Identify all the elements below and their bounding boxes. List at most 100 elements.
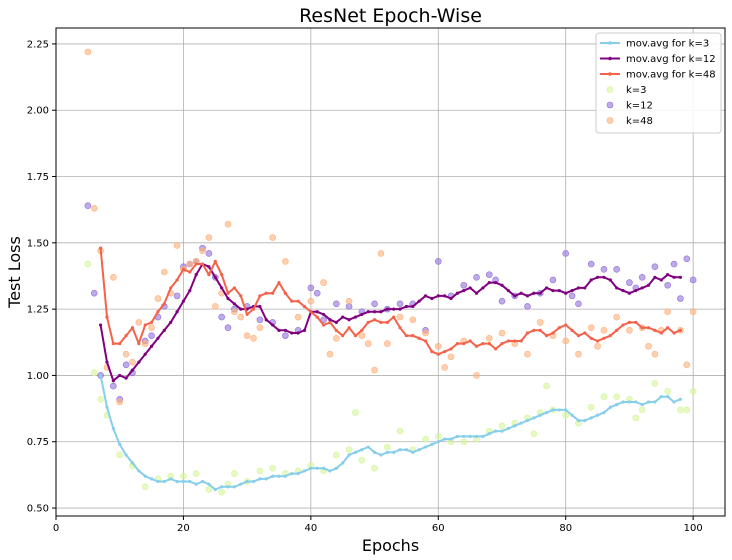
line-layer xyxy=(99,246,683,492)
line-point xyxy=(404,448,409,452)
line-point xyxy=(462,288,466,293)
line-point xyxy=(220,485,224,489)
scatter-point xyxy=(638,274,646,281)
y-tick-label: 1.00 xyxy=(27,371,49,382)
scatter-point xyxy=(192,470,200,477)
line-point xyxy=(564,408,568,412)
line-point xyxy=(385,320,389,324)
scatter-point xyxy=(409,316,417,324)
y-tick-label: 0.75 xyxy=(27,437,49,448)
line-point xyxy=(302,304,307,309)
line-point xyxy=(678,275,683,279)
line-point xyxy=(156,336,160,340)
y-tick-label: 1.25 xyxy=(27,305,49,316)
scatter-point xyxy=(205,250,213,257)
legend-label: mov.avg for k=48 xyxy=(626,70,716,81)
line-point xyxy=(455,434,459,439)
line-point xyxy=(220,286,224,290)
line-point xyxy=(506,426,510,431)
line-point xyxy=(500,283,504,287)
line-point xyxy=(411,304,415,309)
line-point xyxy=(239,482,243,486)
scatter-point xyxy=(224,220,232,228)
scatter-point xyxy=(307,284,315,292)
line-point xyxy=(137,360,141,364)
line-point xyxy=(436,352,440,356)
line-point xyxy=(99,373,103,378)
line-point xyxy=(194,273,198,277)
line-point xyxy=(583,418,587,423)
scatter-point xyxy=(396,427,404,435)
line-point xyxy=(347,318,351,322)
line-point xyxy=(589,278,593,282)
scatter-point xyxy=(110,382,117,390)
scatter-point xyxy=(626,279,633,286)
line-point xyxy=(245,312,249,317)
scatter-point xyxy=(677,295,684,302)
scatter-point xyxy=(447,353,455,361)
line-point xyxy=(545,334,549,338)
scatter-point xyxy=(116,398,124,406)
line-point xyxy=(271,291,275,295)
line-point xyxy=(296,331,300,335)
scatter-point xyxy=(422,435,429,443)
scatter-point xyxy=(345,446,353,453)
x-tick-label: 0 xyxy=(53,523,59,534)
legend-label: k=3 xyxy=(626,85,647,96)
scatter-point xyxy=(549,276,557,284)
line-point xyxy=(105,315,109,319)
line-point xyxy=(449,437,453,441)
line-point xyxy=(653,275,657,279)
line-point xyxy=(264,291,268,295)
line-point xyxy=(646,326,651,330)
scatter-point xyxy=(326,350,334,358)
scatter-point xyxy=(218,488,225,496)
line-point xyxy=(322,312,326,317)
y-axis-title: Test Loss xyxy=(5,236,24,309)
line-point xyxy=(417,336,421,340)
scatter-point xyxy=(141,340,149,347)
scatter-point xyxy=(524,303,531,310)
line-point xyxy=(468,286,472,290)
line-point xyxy=(245,479,249,484)
line-point xyxy=(360,448,364,452)
scatter-point xyxy=(282,258,289,265)
line-point xyxy=(500,342,504,346)
line-point xyxy=(455,291,459,295)
line-point xyxy=(283,291,287,295)
line-point xyxy=(423,339,428,343)
line-point xyxy=(188,270,192,274)
line-point xyxy=(347,326,351,330)
scatter-point xyxy=(352,409,359,416)
line-point xyxy=(462,342,466,346)
line-point xyxy=(634,400,638,404)
scatter-layer xyxy=(84,48,697,496)
line-point xyxy=(564,323,568,327)
scatter-point xyxy=(524,350,531,358)
scatter-point xyxy=(396,313,404,321)
line-point xyxy=(481,434,485,439)
line-point xyxy=(353,450,358,454)
line-point xyxy=(143,352,147,356)
line-point xyxy=(570,328,574,332)
line-point xyxy=(207,482,211,486)
scatter-series-k-3 xyxy=(84,260,697,496)
line-point xyxy=(232,286,236,290)
scatter-point xyxy=(333,335,340,342)
scatter-point xyxy=(148,332,155,339)
line-point xyxy=(672,275,676,279)
scatter-point xyxy=(434,433,442,440)
y-tick-label: 0.50 xyxy=(27,504,49,515)
line-point xyxy=(538,291,542,295)
line-point xyxy=(175,278,179,282)
scatter-point xyxy=(460,438,468,446)
line-point xyxy=(379,320,383,324)
line-point xyxy=(130,461,135,465)
line-point xyxy=(602,410,606,415)
scatter-point xyxy=(632,414,640,422)
line-point xyxy=(570,288,574,293)
line-point xyxy=(538,413,542,417)
line-point xyxy=(468,339,472,343)
line-point xyxy=(315,315,319,319)
line-point xyxy=(271,474,275,478)
